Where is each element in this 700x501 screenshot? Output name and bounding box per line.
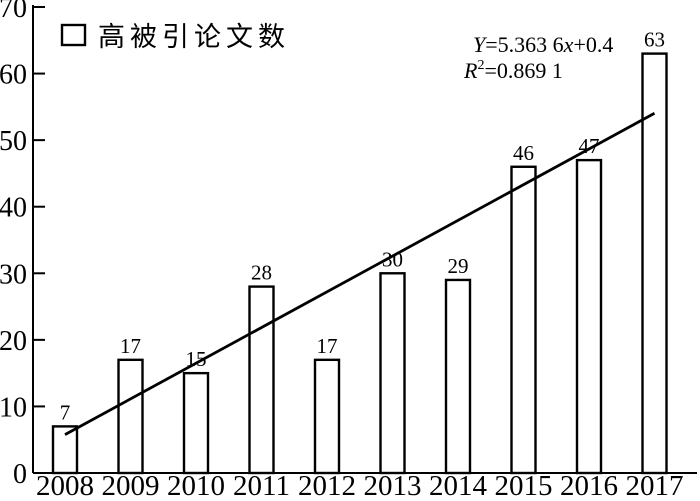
bar-value-label-2014: 29 [448,254,469,278]
bar-2016 [575,158,603,475]
y-tick-label-30: 30 [0,259,27,290]
legend: 高被引论文数 [60,22,290,52]
trendline-group [64,112,656,436]
x-tick-label-2015: 2015 [495,470,553,501]
bar-value-label-2012: 17 [317,334,338,358]
equation-line2: R2=0.869 1 [463,58,563,83]
legend-swatch-icon [60,23,87,47]
bar-2011 [248,285,275,475]
y-tick-label-20: 20 [0,326,27,357]
y-tick-label-40: 40 [0,193,27,224]
bar-2013 [379,272,406,475]
x-tick-label-2011: 2011 [233,470,290,501]
bar-value-label-2008: 7 [60,400,71,424]
bar-2015 [510,165,537,475]
trendline-equation: Y=5.363 6x+0.4 R2=0.869 1 [463,32,613,83]
y-tick-label-10: 10 [0,392,27,423]
x-tick-label-2009: 2009 [102,470,160,501]
y-tick-label-60: 60 [0,60,27,91]
y-tick-label-0: 0 [13,459,27,490]
bar-value-label-2009: 17 [120,334,141,358]
bar-2009 [117,358,144,475]
legend-label: 高被引论文数 [98,22,290,52]
bar-value-label-2015: 46 [513,141,534,165]
bar-value-label-2011: 28 [251,261,272,285]
x-tick-label-2010: 2010 [167,470,225,501]
trendline [64,112,656,436]
x-tick-label-2012: 2012 [298,470,356,501]
x-tick-label-2008: 2008 [36,470,94,501]
equation-line1: Y=5.363 6x+0.4 [473,32,613,57]
x-tick-label-2014: 2014 [429,470,488,501]
bar-2010 [182,371,210,475]
bar-2012 [313,358,341,475]
bar-2014 [444,278,472,475]
y-tick-label-50: 50 [0,126,27,157]
bars-group [51,52,668,475]
y-tick-label-70: 70 [0,0,27,24]
bar-value-label-2017: 63 [644,28,665,52]
bar-2017 [641,52,668,475]
x-tick-label-2017: 2017 [626,470,684,501]
x-tick-label-2016: 2016 [560,470,618,501]
x-tick-label-2013: 2013 [364,470,422,501]
